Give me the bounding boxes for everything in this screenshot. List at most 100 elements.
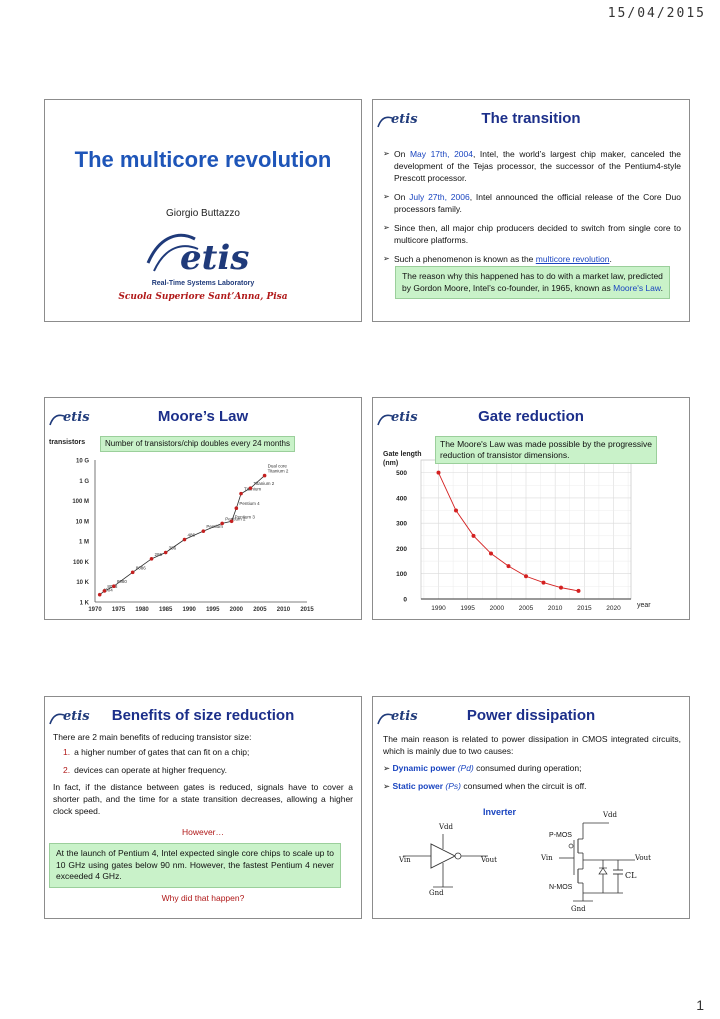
point-label: Pentium: [206, 524, 223, 529]
slide-title: The multicore revolution Giorgio Buttazz…: [44, 99, 362, 322]
y-tick-label: 10 K: [76, 580, 89, 586]
x-tick-label: 1995: [460, 605, 475, 612]
y-axis-label: (nm): [383, 460, 398, 467]
x-tick-label: 1990: [183, 607, 197, 613]
bullet-item: ➢ On May 17th, 2004, Intel, the world’s l…: [383, 149, 682, 183]
slide-benefits: etis Benefits of size reduction There ar…: [44, 696, 362, 919]
inverter-circuit: Vdd Vin Vout Gnd Vdd P-MOS Vin Vout: [398, 811, 651, 913]
point-label: 286: [155, 552, 163, 557]
moore-chart: transistors 1 K 10 K 100 K 1 M 10 M 100 M 1 G 10…: [49, 439, 314, 613]
data-point: [201, 529, 206, 533]
point-label: Pentium 2: [225, 516, 246, 521]
data-point: [541, 580, 546, 585]
x-tick-label: 2015: [300, 607, 314, 613]
author-name: Giorgio Buttazzo: [166, 208, 240, 219]
x-tick-label: 1985: [159, 607, 173, 613]
x-tick-label: 2015: [577, 605, 592, 612]
svg-text:Vin: Vin: [398, 856, 411, 864]
slide-transition: etis The transition ➢ On May 17th, 2004, …: [372, 99, 690, 322]
gate-chart: Gate length (nm) year 0 100 200 300 400 500 1990 1…: [383, 451, 651, 612]
retis-logo: etis: [49, 410, 103, 430]
moore-note: Number of transistors/chip doubles every…: [100, 436, 295, 452]
data-point: [454, 508, 458, 513]
x-tick-label: 1990: [431, 605, 446, 612]
svg-text:Vin: Vin: [540, 854, 553, 862]
data-point: [163, 550, 168, 555]
bullet-item: ➢ Since then, all major chip producers de…: [383, 223, 681, 245]
data-point: [524, 574, 528, 579]
svg-text:Vout: Vout: [634, 854, 651, 862]
data-point: [112, 584, 116, 589]
benefits-paragraph: In fact, if the distance between gates i…: [53, 782, 353, 816]
bullet-item: ➢ Such a phenomenon is known as the multi…: [383, 254, 612, 264]
data-point: [182, 537, 187, 542]
data-point: [489, 551, 493, 556]
svg-text:etis: etis: [180, 238, 249, 278]
retis-logo: etis: [377, 709, 431, 729]
power-intro: The main reason is related to power diss…: [383, 734, 681, 756]
x-tick-label: 2000: [230, 607, 244, 613]
y-tick-label: 100 K: [73, 560, 90, 566]
y-tick-label: 300: [396, 521, 407, 528]
point-label: Dual core: [268, 464, 288, 469]
y-tick-label: 100 M: [72, 499, 89, 505]
slide1-title: The multicore revolution: [74, 147, 332, 172]
slide3-title: Moore’s Law: [157, 408, 249, 425]
point-label: 4004: [103, 588, 114, 593]
y-tick-label: 400: [396, 495, 407, 502]
svg-text:CL: CL: [625, 871, 637, 880]
retis-logo: etis: [49, 709, 103, 729]
gate-note: The Moore's Law was made possible by the…: [435, 436, 657, 464]
slide6-title: Power dissipation: [466, 707, 596, 724]
slide-power: etis Power dissipation The main reason i…: [372, 696, 690, 919]
question-text: Why did that happen?: [161, 893, 245, 903]
x-tick-label: 2020: [606, 605, 621, 612]
svg-text:Vout: Vout: [480, 856, 497, 864]
data-point: [248, 486, 253, 490]
page-number: 1: [696, 997, 704, 1013]
retis-logo: etis: [377, 410, 431, 430]
data-point: [262, 473, 267, 478]
point-label: 8080: [117, 579, 128, 584]
y-tick-label: 10 M: [76, 519, 89, 525]
dynamic-power-item: ➢ Dynamic power (Pd) consumed during ope…: [383, 763, 582, 773]
arrow-icon: ➢: [383, 149, 390, 158]
slide-moores-law: etis Moore’s Law transistors 1 K 10 K 100 K…: [44, 397, 362, 620]
svg-text:Vdd: Vdd: [602, 811, 618, 819]
retis-logo-large: etis: [146, 233, 249, 278]
x-tick-label: 2010: [548, 605, 563, 612]
y-tick-label: 10 G: [76, 459, 89, 465]
arrow-icon: ➢: [383, 254, 390, 263]
point-label: Titanium: [244, 487, 261, 492]
point-label: 486: [188, 533, 196, 538]
benefits-intro: There are 2 main benefits of reducing tr…: [53, 732, 252, 742]
slide4-title: Gate reduction: [478, 408, 584, 425]
pentium-note-box: At the launch of Pentium 4, Intel expect…: [49, 843, 341, 888]
gate-line: [438, 472, 579, 592]
point-label: 8086: [136, 565, 147, 570]
retis-logo: etis: [377, 112, 431, 132]
data-point: [471, 533, 476, 538]
x-tick-label: 1980: [135, 607, 149, 613]
slide2-title: The transition: [481, 110, 581, 127]
slide5-title: Benefits of size reduction: [111, 707, 295, 724]
x-tick-label: 2005: [253, 607, 267, 613]
point-label: Pentium 3: [235, 514, 256, 519]
x-tick-label: 2010: [277, 607, 291, 613]
x-axis-label: year: [637, 602, 651, 609]
y-tick-label: 200: [396, 546, 407, 553]
x-tick-label: 1975: [112, 607, 126, 613]
arrow-icon: ➢: [383, 223, 390, 232]
data-point: [576, 588, 581, 593]
data-point: [220, 521, 224, 526]
y-tick-label: 100: [396, 571, 407, 578]
x-tick-label: 1995: [206, 607, 220, 613]
y-axis-label: Gate length: [383, 451, 422, 458]
y-tick-label: 1 K: [80, 601, 90, 607]
x-tick-label: 2000: [490, 605, 505, 612]
multicore-link[interactable]: multicore revolution: [535, 254, 610, 264]
svg-text:Vdd: Vdd: [438, 823, 454, 831]
data-point: [506, 564, 511, 569]
however-text: However…: [181, 827, 225, 837]
x-tick-label: 2005: [519, 605, 534, 612]
